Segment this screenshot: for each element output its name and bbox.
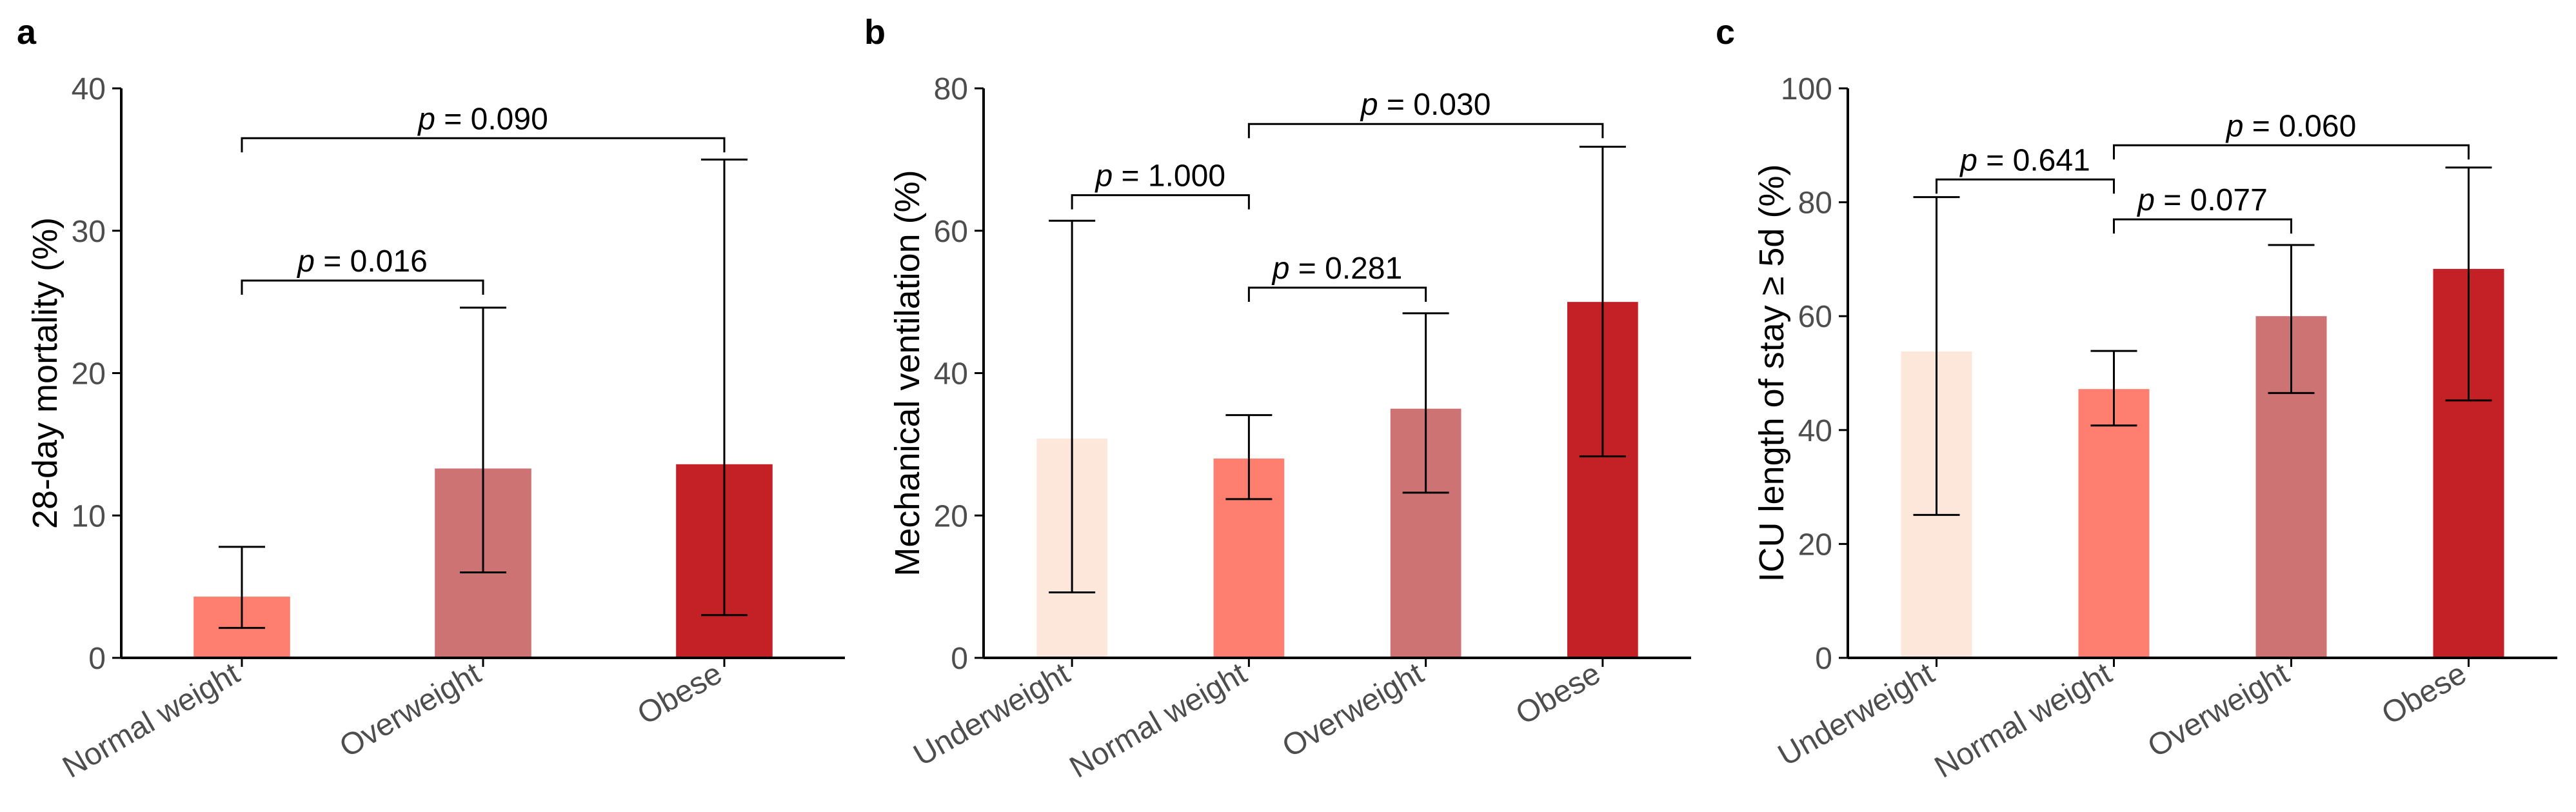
y-axis-title: Mechanical ventilation (%) [888, 170, 927, 576]
y-tick-label: 20 [72, 357, 106, 391]
error-bar [2090, 350, 2137, 427]
p-value-label: p = 0.060 [2225, 109, 2357, 143]
significance-bracket: p = 0.016 [241, 244, 484, 295]
bracket-line [2113, 144, 2470, 160]
y-tick-label: 60 [934, 215, 968, 249]
significance-bracket: p = 0.090 [241, 102, 726, 153]
y-axis-title: 28-day mortality (%) [26, 217, 64, 529]
panel-label: b [864, 13, 886, 52]
error-bar [1225, 414, 1273, 500]
significance-bracket: p = 0.077 [2113, 183, 2292, 234]
y-tick-label: 0 [951, 642, 968, 676]
x-tick-label: Obese [632, 657, 728, 732]
error-bar [2268, 244, 2315, 394]
x-tick-label: Overweight [334, 657, 487, 764]
p-value-label: p = 0.077 [2136, 183, 2268, 217]
y-tick-label: 40 [934, 357, 968, 391]
p-value-label: p = 1.000 [1094, 159, 1225, 193]
significance-bracket: p = 0.281 [1247, 252, 1427, 302]
bracket-line [1247, 123, 1604, 139]
bracket-line [241, 137, 726, 153]
p-value-label: p = 0.281 [1271, 252, 1403, 286]
x-tick-label: Normal weight [1064, 657, 1253, 785]
p-value-label: p = 0.030 [1360, 88, 1491, 122]
panel-label: a [17, 13, 37, 52]
x-tick-label: Underweight [908, 657, 1076, 773]
y-axis-title: ICU length of stay ≥ 5d (%) [1752, 164, 1791, 582]
x-tick-label: Obese [2376, 657, 2472, 732]
bracket-line [2113, 218, 2292, 234]
x-tick-label: Overweight [1276, 657, 1429, 764]
p-value-label: p = 0.090 [417, 102, 548, 136]
y-tick-label: 20 [1798, 528, 1832, 562]
bracket-line [1936, 178, 2115, 194]
x-tick-label: Overweight [2142, 657, 2295, 764]
bracket-line [1247, 286, 1427, 302]
error-bar [1402, 312, 1449, 494]
x-tick-label: Normal weight [57, 657, 245, 785]
panel-label: c [1716, 13, 1735, 52]
significance-bracket: p = 1.000 [1071, 159, 1250, 210]
y-tick-label: 60 [1798, 300, 1832, 334]
x-tick-label: Normal weight [1929, 657, 2117, 785]
y-tick-label: 40 [72, 72, 106, 106]
error-bar [460, 306, 506, 574]
significance-bracket: p = 0.641 [1936, 143, 2115, 194]
y-tick-label: 0 [88, 642, 106, 676]
significance-bracket: p = 0.060 [2113, 109, 2470, 160]
y-tick-label: 80 [934, 72, 968, 106]
error-bar [1049, 219, 1096, 593]
bracket-line [1071, 194, 1250, 210]
y-tick-label: 30 [72, 215, 106, 249]
y-tick-label: 20 [934, 499, 968, 533]
significance-bracket: p = 0.030 [1247, 88, 1604, 139]
x-tick-label: Obese [1510, 657, 1606, 732]
y-tick-label: 0 [1815, 642, 1832, 676]
y-tick-label: 40 [1798, 414, 1832, 448]
error-bar [701, 158, 748, 617]
p-value-label: p = 0.016 [296, 244, 428, 279]
y-tick-label: 80 [1798, 186, 1832, 221]
error-bar [2445, 166, 2492, 402]
y-tick-label: 10 [72, 499, 106, 533]
x-tick-label: Underweight [1772, 657, 1940, 773]
bar-normal-weight [2078, 389, 2150, 658]
p-value-label: p = 0.641 [1959, 143, 2090, 177]
error-bar [219, 546, 265, 629]
error-bar [1913, 196, 1960, 516]
bracket-line [241, 279, 484, 295]
error-bar [1579, 146, 1626, 458]
chart-panel-a: a 0 10 20 30 40 Normal weight Overweight Obese 28… [17, 13, 845, 785]
y-tick-label: 100 [1781, 72, 1832, 106]
